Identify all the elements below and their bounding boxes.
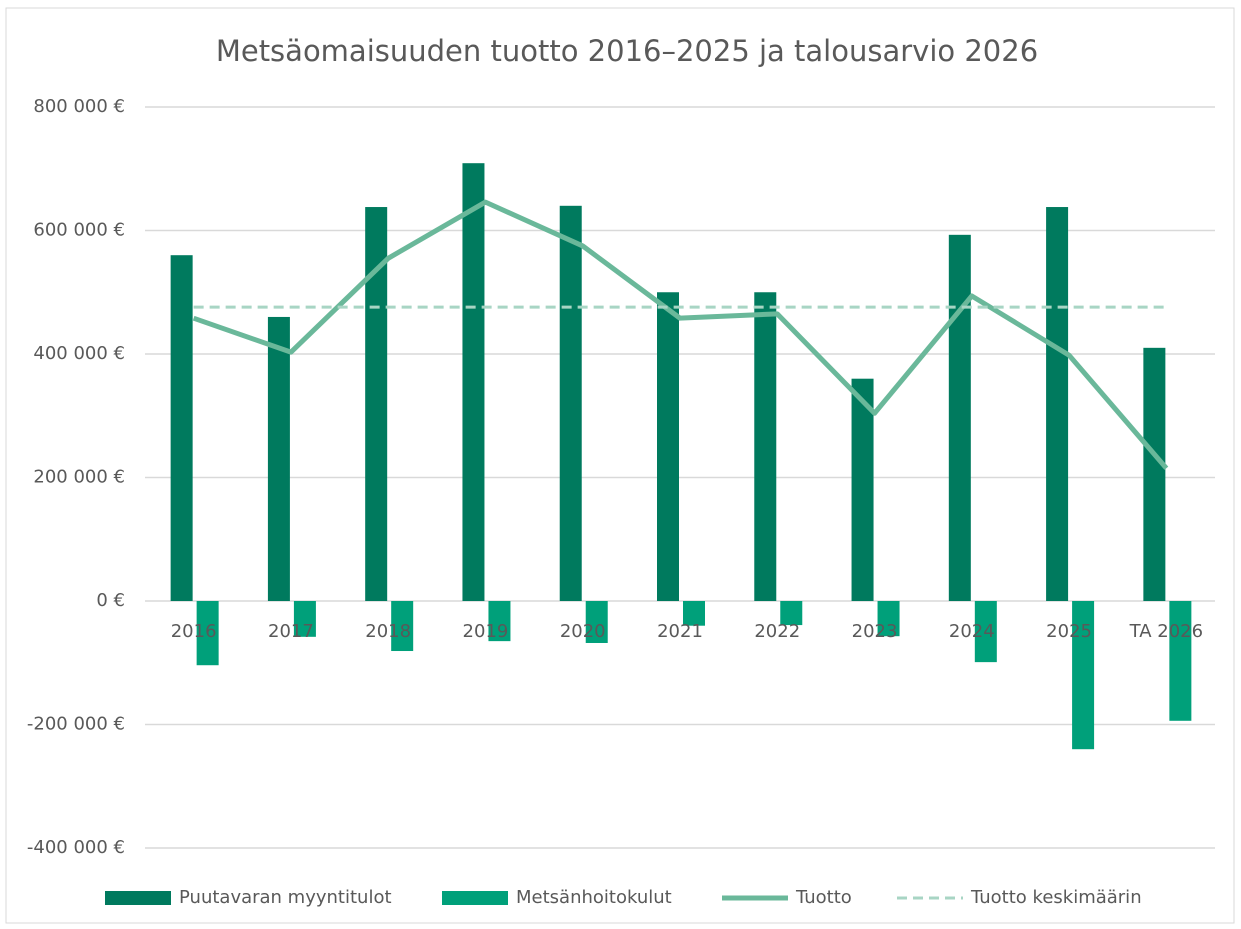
x-tick-label: 2023 xyxy=(852,621,898,642)
bar xyxy=(877,601,900,637)
x-tick-label: TA 2026 xyxy=(1129,621,1203,642)
y-tick-label: 0 € xyxy=(96,590,125,611)
chart-title: Metsäomaisuuden tuotto 2016–2025 ja talo… xyxy=(216,34,1038,68)
bar xyxy=(657,292,679,601)
bar xyxy=(462,163,485,601)
y-tick-label: 400 000 € xyxy=(33,343,125,364)
x-tick-label: 2020 xyxy=(560,621,606,642)
bar xyxy=(974,601,997,663)
x-tick-label: 2021 xyxy=(657,621,703,642)
bar xyxy=(267,316,290,601)
bar xyxy=(293,601,316,637)
y-tick-label: -200 000 € xyxy=(27,714,125,735)
legend-swatch xyxy=(105,891,171,905)
line xyxy=(192,199,1169,470)
bar xyxy=(391,601,414,652)
bar xyxy=(1143,347,1166,601)
legend-label: Metsänhoitokulut xyxy=(516,887,672,908)
y-tick-label: 800 000 € xyxy=(33,96,125,117)
bar xyxy=(585,601,608,643)
x-tick-label: 2017 xyxy=(268,621,314,642)
bar xyxy=(170,255,193,601)
y-tick-label: 600 000 € xyxy=(33,220,125,241)
x-tick-label: 2019 xyxy=(463,621,509,642)
bar xyxy=(196,601,219,666)
y-tick-label: 200 000 € xyxy=(33,467,125,488)
bar xyxy=(780,601,803,626)
legend-label: Tuotto xyxy=(795,887,852,908)
x-tick-label: 2018 xyxy=(365,621,411,642)
bar xyxy=(683,601,705,626)
legend-label: Tuotto keskimäärin xyxy=(970,887,1142,908)
bar xyxy=(754,292,777,601)
bar xyxy=(488,601,511,642)
bar xyxy=(1046,207,1069,601)
legend-label: Puutavaran myyntitulot xyxy=(179,887,392,908)
bar xyxy=(948,234,971,601)
bar xyxy=(851,378,874,601)
x-tick-label: 2025 xyxy=(1046,621,1092,642)
y-tick-label: -400 000 € xyxy=(27,837,125,858)
legend-swatch xyxy=(442,891,508,905)
bar xyxy=(365,207,388,601)
bar xyxy=(1072,601,1095,750)
bar xyxy=(559,205,582,602)
x-tick-label: 2024 xyxy=(949,621,995,642)
x-tick-label: 2016 xyxy=(171,621,217,642)
chart-border xyxy=(5,7,1235,924)
bar xyxy=(1169,601,1192,721)
x-tick-label: 2022 xyxy=(754,621,800,642)
